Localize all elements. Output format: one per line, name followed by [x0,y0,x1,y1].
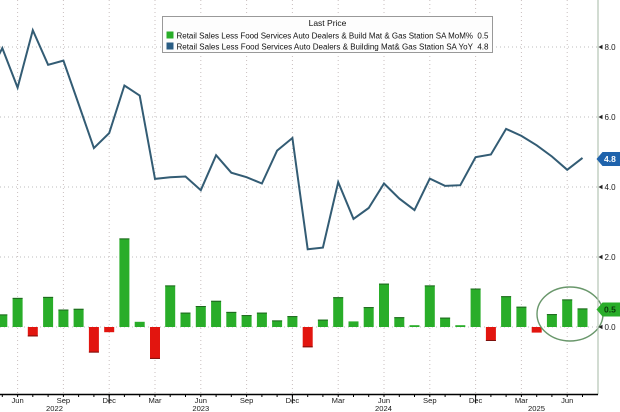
svg-text:Mar: Mar [515,396,529,405]
svg-text:2024: 2024 [375,404,392,412]
svg-text:2025: 2025 [528,404,545,412]
svg-text:2.0: 2.0 [605,253,617,262]
svg-text:2023: 2023 [192,404,209,412]
svg-text:Sep: Sep [57,396,71,405]
svg-text:0.5: 0.5 [604,305,616,315]
svg-text:8.0: 8.0 [605,43,617,52]
svg-text:Jun: Jun [378,396,390,405]
svg-text:0.0: 0.0 [605,323,617,332]
svg-text:6.0: 6.0 [605,113,617,122]
svg-text:Mar: Mar [332,396,346,405]
svg-text:Last Price: Last Price [309,18,347,28]
svg-text:4.8: 4.8 [604,154,616,164]
svg-text:Mar: Mar [148,396,162,405]
svg-text:Dec: Dec [286,396,300,405]
svg-text:Sep: Sep [240,396,254,405]
svg-text:Dec: Dec [469,396,483,405]
svg-text:Jun: Jun [11,396,23,405]
svg-text:Retail Sales Less Food Service: Retail Sales Less Food Services Auto Dea… [177,43,490,52]
svg-text:Jun: Jun [561,396,573,405]
svg-text:2022: 2022 [46,404,63,412]
svg-text:4.0: 4.0 [605,183,617,192]
svg-text:Retail Sales Less Food Service: Retail Sales Less Food Services Auto Dea… [177,32,490,41]
svg-text:Jun: Jun [195,396,207,405]
svg-text:Dec: Dec [102,396,116,405]
svg-text:Sep: Sep [423,396,437,405]
